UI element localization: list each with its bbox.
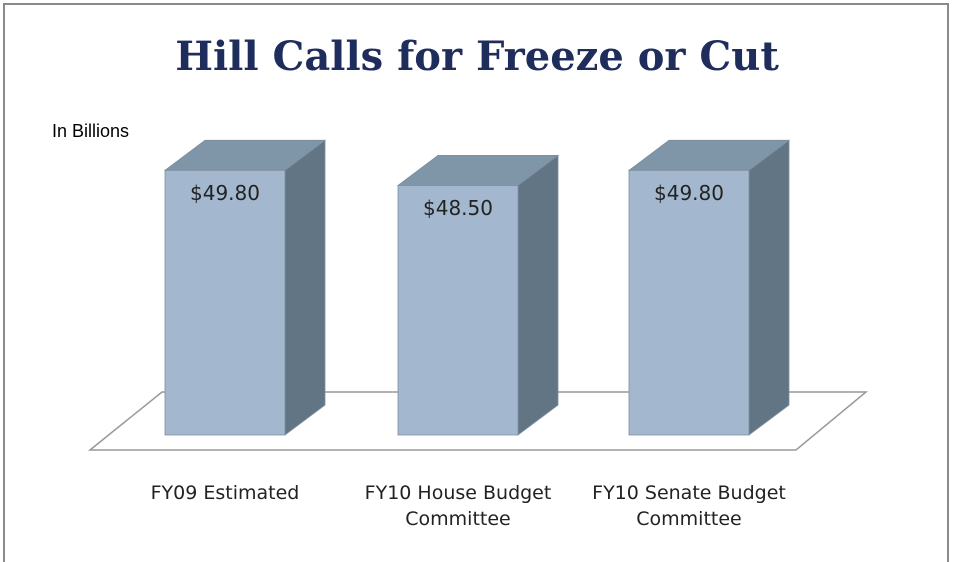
bar: [163, 139, 327, 436]
bar-side: [748, 139, 790, 436]
bar-front: [628, 169, 750, 436]
x-tick-label: FY10 House Budget Committee: [364, 482, 552, 530]
value-label: $49.80: [654, 181, 724, 205]
x-tick-label: FY10 Senate Budget Committee: [592, 482, 786, 530]
bar-side: [284, 139, 326, 436]
bar: [396, 154, 560, 436]
chart-title: Hill Calls for Freeze or Cut: [175, 33, 779, 80]
unit-label: In Billions: [52, 121, 129, 141]
bar-side: [517, 154, 559, 436]
bar-front: [164, 169, 286, 436]
bar: [627, 139, 791, 436]
x-tick-label: FY09 Estimated: [150, 482, 300, 504]
value-label: $49.80: [190, 181, 260, 205]
bar-front: [397, 185, 519, 436]
value-label: $48.50: [423, 196, 493, 220]
frame: [3, 3, 949, 562]
